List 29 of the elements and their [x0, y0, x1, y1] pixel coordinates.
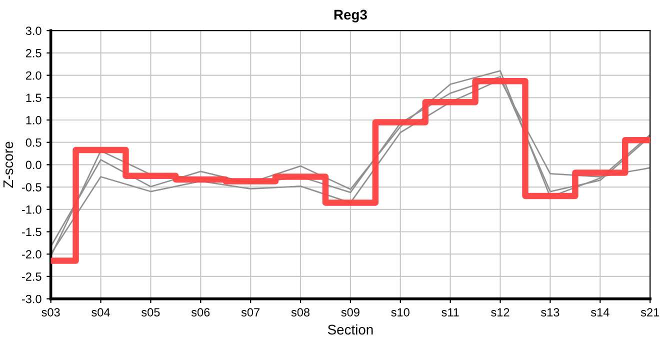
y-tick-label: -1.0: [22, 205, 42, 214]
x-tick-label: s05: [142, 308, 160, 316]
y-tick-label: 1.0: [26, 116, 42, 124]
x-tick-label: s13: [541, 308, 560, 316]
y-tick-label: 0.5: [26, 138, 42, 147]
x-tick-label: s10: [391, 308, 410, 316]
y-tick-label: 2.0: [26, 71, 42, 80]
x-tick-label: s21: [640, 308, 660, 316]
x-tick-label: s08: [291, 308, 310, 316]
y-tick-label: -2.5: [22, 272, 42, 281]
x-axis-title: Section: [328, 324, 373, 335]
x-tick-label: s03: [42, 308, 60, 316]
x-tick-label: s12: [491, 308, 510, 316]
y-tick-label: 3.0: [26, 26, 42, 35]
y-tick-label: 1.5: [26, 94, 42, 102]
y-tick-label: 2.5: [26, 48, 42, 58]
y-tick-label: -3.0: [22, 294, 42, 304]
x-tick-label: s04: [92, 308, 110, 316]
y-tick-label: -2.0: [22, 250, 42, 258]
x-tick-label: s07: [241, 308, 260, 316]
y-tick-label: -0.5: [22, 183, 42, 192]
x-tick-label: s14: [590, 308, 610, 316]
x-tick-label: s09: [341, 308, 360, 316]
y-axis-title: Z-score: [3, 142, 14, 188]
x-tick-label: s06: [191, 308, 210, 316]
chart-title: Reg3: [334, 10, 367, 22]
x-tick-label: s11: [442, 308, 459, 316]
y-tick-label: 0.0: [26, 160, 42, 170]
y-tick-label: -1.5: [22, 228, 42, 236]
